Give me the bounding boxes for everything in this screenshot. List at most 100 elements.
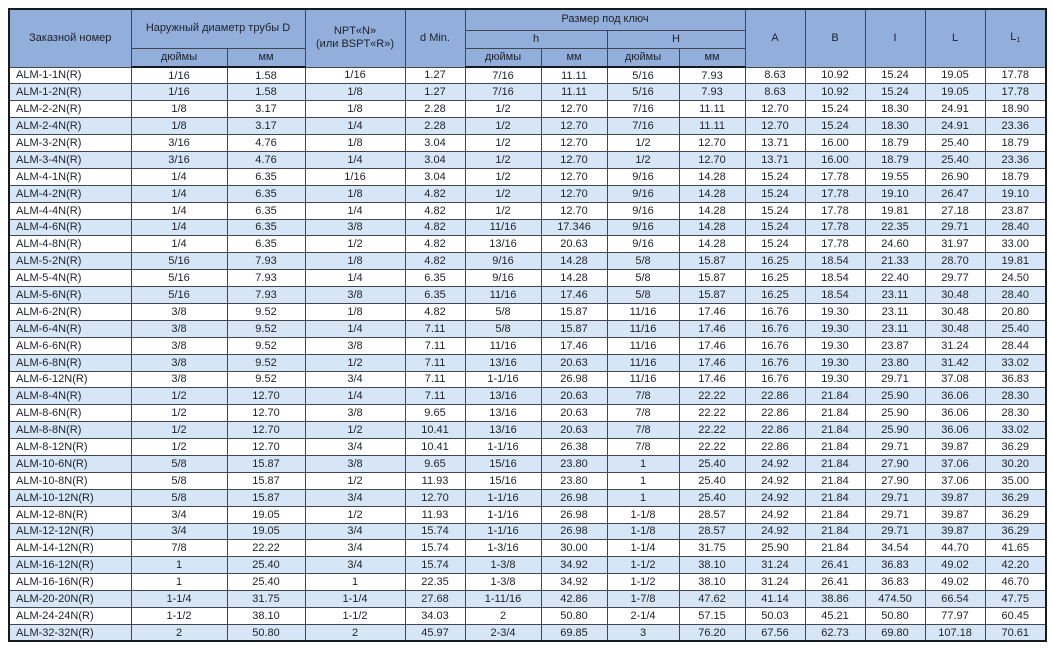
cell-b: 26.41 — [804, 573, 866, 592]
cell-h-mm: 20.63 — [540, 353, 608, 372]
cell-d-inches: 3/8 — [130, 353, 228, 372]
cell-b: 10.92 — [804, 66, 866, 85]
cell-hh-mm: 22.22 — [678, 387, 746, 406]
cell-order-number: ALM-12-8N(R) — [8, 505, 132, 524]
cell-h-inches: 1-11/16 — [464, 590, 542, 608]
cell-b: 21.84 — [804, 454, 866, 473]
cell-b: 21.84 — [804, 505, 866, 524]
cell-a: 25.90 — [744, 539, 806, 558]
table-row: ALM-5-2N(R) 5/16 7.93 1/8 4.82 9/16 14.28 5/8 15… — [8, 252, 1047, 271]
cell-i: 18.79 — [864, 134, 926, 152]
cell-l: 37.08 — [924, 370, 986, 389]
cell-d-min: 11.93 — [404, 471, 466, 490]
cell-hh-inches: 7/8 — [606, 404, 680, 423]
table-row: ALM-4-1N(R) 1/4 6.35 1/16 3.04 1/2 12.70 9/16 14… — [8, 167, 1047, 186]
cell-l1: 60.45 — [984, 607, 1047, 625]
cell-h-mm: 12.70 — [540, 117, 608, 136]
cell-b: 15.24 — [804, 117, 866, 136]
cell-h-inches: 11/16 — [464, 286, 542, 304]
cell-l1: 18.79 — [984, 167, 1047, 186]
cell-d-inches: 1/16 — [130, 66, 228, 85]
cell-d-mm: 4.76 — [226, 150, 306, 169]
cell-order-number: ALM-3-4N(R) — [8, 150, 132, 169]
cell-i: 23.87 — [864, 336, 926, 355]
cell-d-inches: 1-1/4 — [130, 590, 228, 608]
cell-hh-inches: 5/8 — [606, 286, 680, 304]
cell-a: 31.24 — [744, 573, 806, 592]
cell-h-inches: 7/16 — [464, 83, 542, 102]
cell-b: 16.00 — [804, 150, 866, 169]
cell-b: 17.78 — [804, 218, 866, 237]
table-row: ALM-6-8N(R) 3/8 9.52 1/2 7.11 13/16 20.63 11/16… — [8, 353, 1047, 372]
cell-i: 27.90 — [864, 471, 926, 490]
cell-b: 10.92 — [804, 83, 866, 102]
cell-l1: 18.90 — [984, 100, 1047, 119]
header-hh-mm: мм — [678, 47, 746, 68]
cell-hh-inches: 1 — [606, 488, 680, 507]
cell-order-number: ALM-24-24N(R) — [8, 607, 132, 625]
cell-d-inches: 1/8 — [130, 117, 228, 136]
cell-hh-inches: 2-1/4 — [606, 607, 680, 625]
cell-order-number: ALM-1-2N(R) — [8, 83, 132, 102]
cell-hh-mm: 17.46 — [678, 353, 746, 372]
cell-h-inches: 13/16 — [464, 387, 542, 406]
cell-hh-mm: 7.93 — [678, 66, 746, 85]
cell-h-mm: 12.70 — [540, 150, 608, 169]
cell-hh-mm: 15.87 — [678, 269, 746, 288]
cell-npt: 3/8 — [304, 404, 406, 423]
cell-hh-inches: 5/8 — [606, 269, 680, 288]
cell-d-inches: 1/4 — [130, 184, 228, 203]
cell-hh-mm: 76.20 — [678, 623, 746, 642]
cell-npt: 1/8 — [304, 83, 406, 102]
cell-d-inches: 2 — [130, 623, 228, 642]
cell-d-mm: 6.35 — [226, 201, 306, 220]
table-row: ALM-1-2N(R) 1/16 1.58 1/8 1.27 7/16 11.11 5/16 7… — [8, 83, 1047, 102]
cell-d-min: 9.65 — [404, 454, 466, 473]
cell-npt: 1/4 — [304, 201, 406, 220]
cell-l: 37.06 — [924, 471, 986, 490]
cell-h-mm: 15.87 — [540, 319, 608, 338]
cell-a: 16.25 — [744, 286, 806, 304]
cell-hh-inches: 11/16 — [606, 370, 680, 389]
cell-l1: 36.29 — [984, 488, 1047, 507]
cell-h-mm: 20.63 — [540, 404, 608, 423]
cell-h-mm: 26.38 — [540, 438, 608, 456]
header-h-inches: дюймы — [464, 47, 542, 68]
cell-l1: 47.75 — [984, 590, 1047, 608]
cell-d-mm: 15.87 — [226, 454, 306, 473]
cell-hh-mm: 7.93 — [678, 83, 746, 102]
cell-b: 26.41 — [804, 556, 866, 575]
cell-h-inches: 13/16 — [464, 421, 542, 440]
header-d-min: d Min. — [404, 8, 466, 68]
cell-h-inches: 1/2 — [464, 167, 542, 186]
cell-h-inches: 1-3/8 — [464, 556, 542, 575]
cell-l: 31.24 — [924, 336, 986, 355]
cell-hh-mm: 11.11 — [678, 100, 746, 119]
cell-d-inches: 1/2 — [130, 438, 228, 456]
cell-b: 38.86 — [804, 590, 866, 608]
cell-d-mm: 7.93 — [226, 286, 306, 304]
cell-i: 18.79 — [864, 150, 926, 169]
cell-h-mm: 14.28 — [540, 252, 608, 271]
cell-d-mm: 25.40 — [226, 556, 306, 575]
cell-hh-inches: 11/16 — [606, 319, 680, 338]
cell-i: 50.80 — [864, 607, 926, 625]
cell-i: 15.24 — [864, 66, 926, 85]
cell-h-mm: 20.63 — [540, 421, 608, 440]
cell-d-mm: 38.10 — [226, 607, 306, 625]
cell-b: 18.54 — [804, 252, 866, 271]
cell-l1: 42.20 — [984, 556, 1047, 575]
cell-order-number: ALM-2-2N(R) — [8, 100, 132, 119]
cell-i: 69.80 — [864, 623, 926, 642]
cell-h-inches: 1/2 — [464, 184, 542, 203]
cell-l: 37.06 — [924, 454, 986, 473]
cell-order-number: ALM-8-8N(R) — [8, 421, 132, 440]
cell-a: 8.63 — [744, 83, 806, 102]
header-npt-line2: (или BSPT«R») — [316, 38, 395, 51]
table-row: ALM-8-4N(R) 1/2 12.70 1/4 7.11 13/16 20.63 7/8 2… — [8, 387, 1047, 406]
cell-b: 17.78 — [804, 201, 866, 220]
header-col-a: A — [744, 8, 806, 68]
cell-d-min: 10.41 — [404, 438, 466, 456]
cell-d-min: 10.41 — [404, 421, 466, 440]
cell-d-min: 2.28 — [404, 117, 466, 136]
